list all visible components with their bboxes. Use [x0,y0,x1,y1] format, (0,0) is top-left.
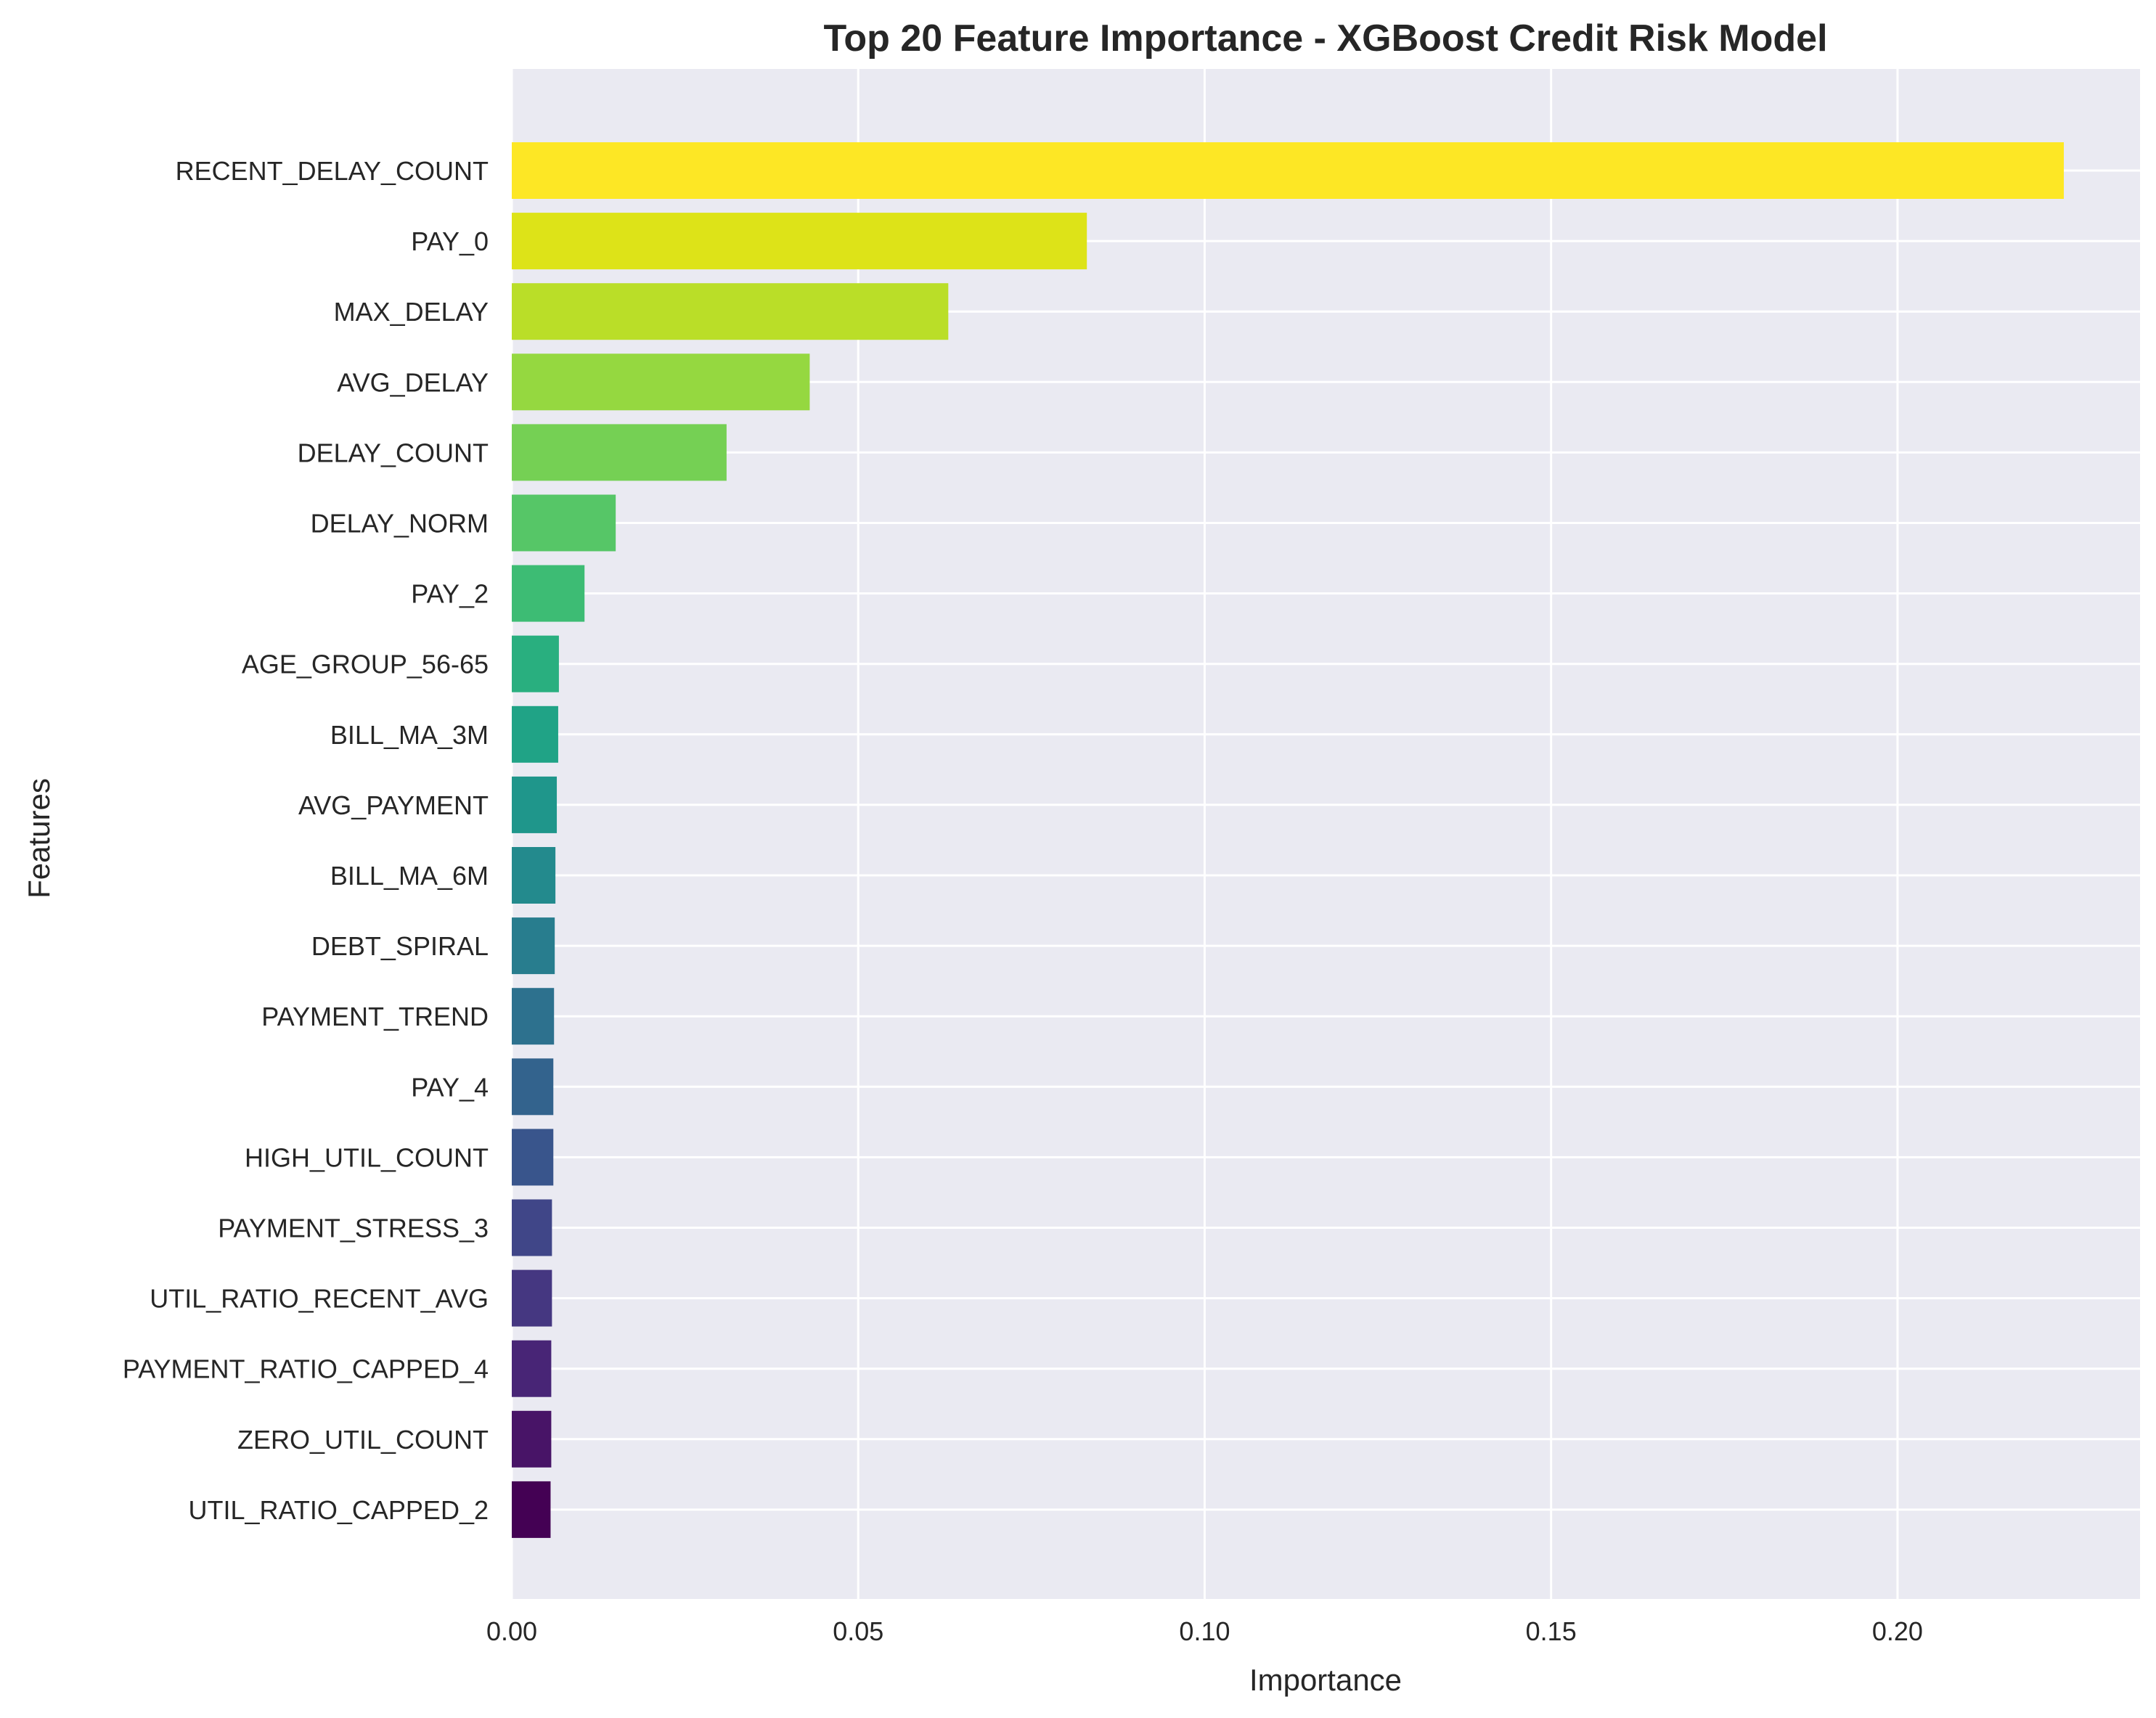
y-tick-label: AVG_DELAY [337,367,489,397]
bar-avg-delay [512,353,810,411]
bar-max-delay [512,283,949,340]
bar-age-group-56-65 [512,635,559,692]
y-tick-labels: RECENT_DELAY_COUNT PAY_0 MAX_DELAY AVG_DELA… [123,156,489,1525]
bar-bill-ma-6m [512,847,556,904]
bar-payment-trend [512,988,555,1045]
bar-high-util-count [512,1129,554,1186]
bar-pay-4 [512,1058,554,1116]
y-tick-label: PAY_0 [411,226,489,256]
y-tick-label: RECENT_DELAY_COUNT [176,156,489,186]
bar-avg-payment [512,776,558,833]
x-axis-label: Importance [1249,1663,1402,1697]
y-tick-label: ZERO_UTIL_COUNT [237,1425,489,1455]
bar-recent-delay-count [512,142,2065,199]
bar-delay-count [512,424,727,481]
x-tick-label: 0.00 [486,1616,537,1646]
bars [512,142,2065,1538]
y-tick-label: PAY_2 [411,579,489,609]
y-tick-label: PAYMENT_TREND [261,1002,489,1031]
bar-util-ratio-recent-avg [512,1269,552,1327]
y-tick-label: DELAY_NORM [311,509,489,539]
chart-title: Top 20 Feature Importance - XGBoost Cred… [823,17,1827,60]
bar-payment-stress-3 [512,1199,552,1256]
x-tick-label: 0.10 [1179,1616,1230,1646]
y-tick-label: DEBT_SPIRAL [311,931,489,961]
y-tick-label: PAY_4 [411,1072,489,1102]
y-tick-label: HIGH_UTIL_COUNT [245,1142,489,1172]
x-tick-label: 0.05 [833,1616,883,1646]
bar-bill-ma-3m [512,705,558,763]
y-axis-label: Features [22,778,56,899]
y-tick-label: AVG_PAYMENT [298,790,489,820]
bar-util-ratio-capped-2 [512,1481,551,1538]
y-tick-label: PAYMENT_STRESS_3 [218,1214,489,1243]
bar-debt-spiral [512,917,555,975]
x-tick-label: 0.15 [1526,1616,1577,1646]
bar-zero-util-count [512,1410,552,1468]
y-tick-label: MAX_DELAY [334,297,489,327]
x-tick-label: 0.20 [1872,1616,1923,1646]
y-tick-label: UTIL_RATIO_CAPPED_2 [189,1495,489,1525]
y-tick-label: BILL_MA_6M [330,861,489,891]
y-tick-label: PAYMENT_RATIO_CAPPED_4 [123,1354,489,1384]
bar-delay-norm [512,494,616,552]
y-tick-label: DELAY_COUNT [298,438,489,467]
bar-pay-2 [512,565,585,622]
x-tick-labels: 0.00 0.05 0.10 0.15 0.20 [486,1616,1923,1646]
bar-payment-ratio-capped-4 [512,1340,552,1397]
y-tick-label: AGE_GROUP_56-65 [242,650,489,679]
y-tick-label: UTIL_RATIO_RECENT_AVG [150,1284,489,1314]
y-tick-label: BILL_MA_3M [330,720,489,750]
bar-pay-0 [512,213,1087,270]
